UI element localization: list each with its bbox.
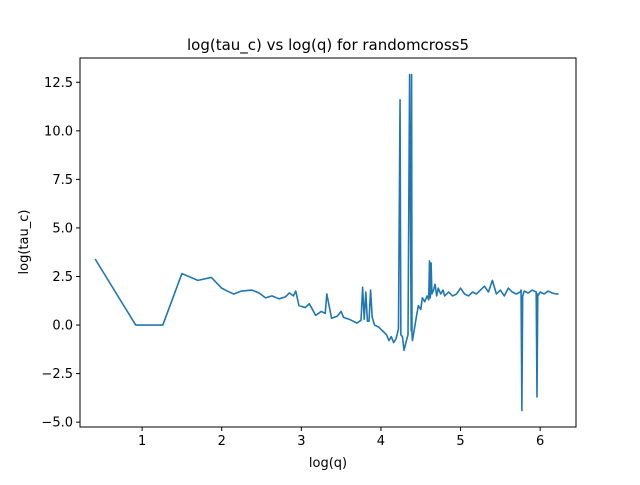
y-tick-label: 0.0 xyxy=(52,319,73,334)
x-tick-label: 5 xyxy=(456,434,464,449)
y-tick-label: 5.0 xyxy=(52,221,73,236)
series-layer xyxy=(94,73,559,412)
y-tick-label: 10.0 xyxy=(44,124,73,139)
y-tick-label: 12.5 xyxy=(44,76,73,91)
chart-title: log(tau_c) vs log(q) for randomcross5 xyxy=(187,36,469,55)
y-tick-label: 2.5 xyxy=(52,270,73,285)
x-axis-ticks: 1 2 3 4 5 6 xyxy=(138,427,544,449)
y-axis-label: log(tau_c) xyxy=(17,210,32,275)
plot-area-background xyxy=(80,58,576,427)
series-line-0 xyxy=(94,73,559,412)
x-tick-label: 4 xyxy=(377,434,385,449)
y-tick-label: −5.0 xyxy=(41,416,73,431)
y-tick-label: −2.5 xyxy=(41,367,73,382)
y-tick-label: 7.5 xyxy=(52,173,73,188)
x-tick-label: 1 xyxy=(138,434,146,449)
plot-frame xyxy=(79,57,577,428)
x-tick-label: 2 xyxy=(218,434,226,449)
y-axis-ticks: −5.0 −2.5 0.0 2.5 5.0 7.5 10.0 12.5 xyxy=(41,76,80,431)
x-axis-label: log(q) xyxy=(309,456,347,471)
x-tick-label: 6 xyxy=(536,434,544,449)
x-tick-label: 3 xyxy=(297,434,305,449)
